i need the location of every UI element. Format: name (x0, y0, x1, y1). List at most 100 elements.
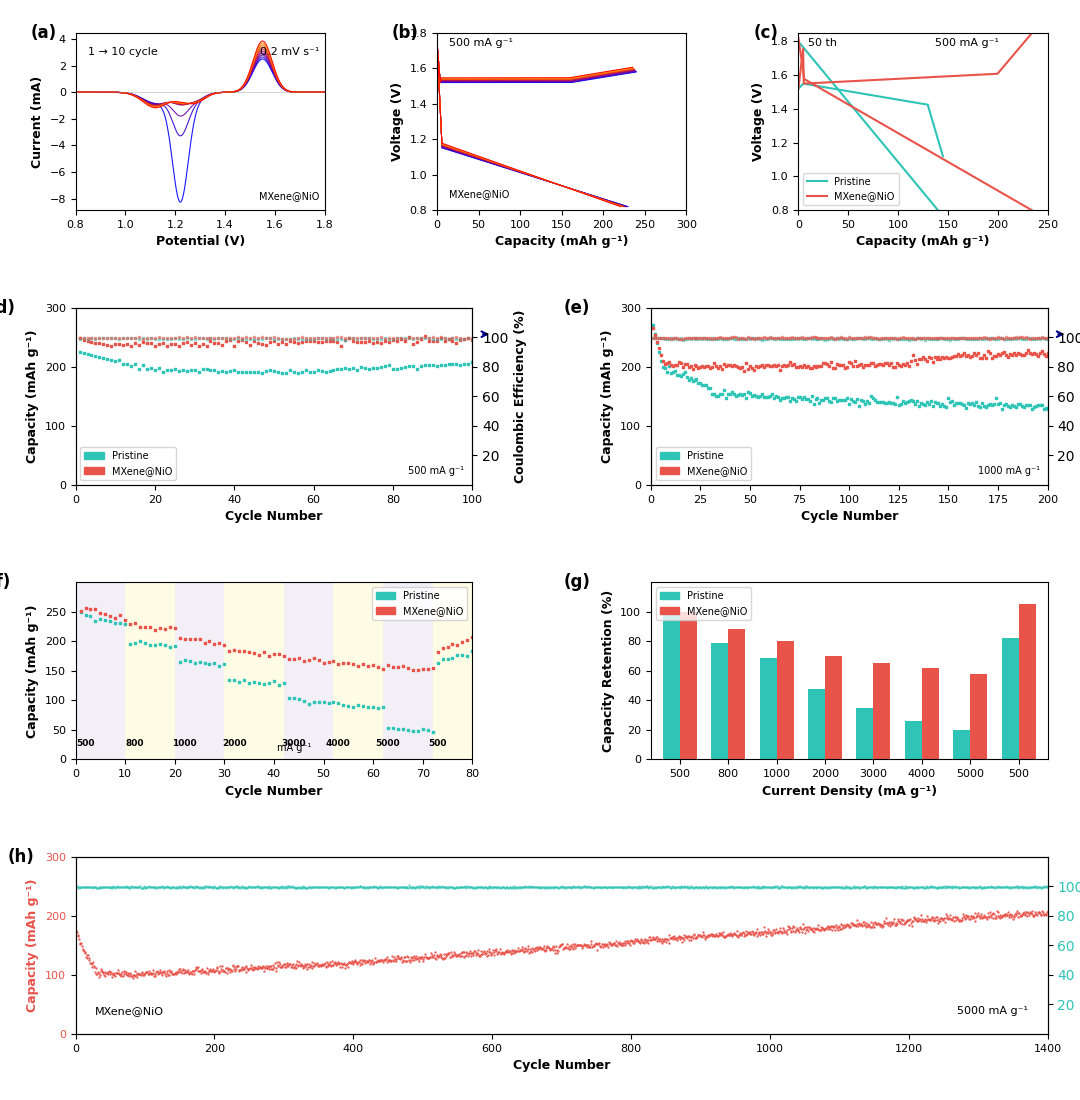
Point (346, 954, 363, 971)
Point (211, 635, 228, 652)
Point (148, 962, 165, 980)
Point (1009, 902, 1026, 920)
Point (504, 942, 522, 959)
Point (1011, 328, 1028, 345)
Point (242, 329, 259, 346)
Point (554, 935, 571, 953)
Point (809, 389, 826, 407)
Point (280, 955, 297, 972)
Point (315, 693, 333, 711)
Point (541, 940, 558, 958)
Point (361, 329, 378, 346)
Point (666, 931, 684, 948)
Point (305, 649, 322, 667)
Point (1015, 330, 1032, 348)
Point (440, 878, 457, 895)
Point (598, 936, 616, 954)
Point (532, 940, 550, 958)
Point (404, 952, 421, 969)
Point (859, 393, 876, 410)
Point (572, 936, 590, 954)
Point (410, 879, 428, 896)
Point (845, 329, 862, 346)
Point (160, 966, 177, 983)
Point (447, 879, 464, 896)
Point (204, 961, 221, 979)
Point (297, 361, 314, 378)
Point (229, 957, 246, 975)
Point (515, 878, 532, 895)
Point (733, 879, 751, 896)
Point (726, 385, 743, 403)
Point (1013, 397, 1030, 415)
Point (416, 878, 433, 895)
Bar (777, 641, 794, 759)
Point (973, 330, 990, 348)
Point (325, 362, 342, 380)
Point (842, 329, 860, 346)
Point (478, 943, 496, 960)
Point (950, 879, 968, 896)
Point (961, 329, 978, 346)
Point (845, 915, 862, 933)
Point (92, 962, 109, 980)
Point (1024, 878, 1041, 895)
Point (670, 330, 687, 348)
Text: (d): (d) (0, 299, 15, 317)
Point (266, 645, 283, 662)
Point (562, 879, 579, 896)
Point (669, 878, 686, 895)
Point (752, 358, 769, 375)
Point (941, 910, 958, 927)
Point (620, 934, 637, 952)
Point (717, 879, 734, 896)
Point (379, 657, 396, 674)
Point (278, 330, 295, 348)
Point (750, 358, 767, 375)
Point (713, 924, 730, 942)
Point (501, 879, 518, 896)
Point (71, 879, 90, 896)
Point (460, 329, 477, 346)
Point (967, 879, 984, 896)
Point (842, 390, 860, 408)
Point (974, 909, 991, 926)
Point (86, 330, 104, 348)
Point (167, 965, 185, 982)
Point (642, 878, 659, 895)
Point (459, 878, 476, 895)
Point (791, 329, 808, 346)
Point (773, 925, 791, 943)
Point (221, 878, 239, 895)
Point (1020, 396, 1037, 414)
Point (577, 936, 594, 954)
Point (836, 879, 853, 896)
Point (363, 879, 380, 896)
Point (315, 653, 333, 671)
Point (801, 879, 819, 896)
Point (443, 946, 460, 964)
Point (347, 879, 364, 896)
Point (160, 879, 177, 896)
Point (664, 330, 681, 348)
Point (909, 879, 927, 896)
Point (411, 949, 429, 967)
Point (470, 945, 487, 962)
Point (994, 879, 1011, 896)
Point (685, 879, 702, 896)
Point (861, 329, 878, 346)
Point (566, 879, 583, 896)
Point (256, 961, 273, 979)
Point (622, 932, 639, 949)
Point (254, 336, 271, 353)
Point (885, 329, 902, 346)
Point (511, 943, 528, 960)
Point (270, 645, 287, 662)
Point (463, 878, 481, 895)
Point (356, 879, 374, 896)
Point (875, 394, 892, 411)
Point (485, 879, 502, 896)
Point (183, 961, 200, 979)
Point (1001, 398, 1018, 416)
Point (907, 910, 924, 927)
